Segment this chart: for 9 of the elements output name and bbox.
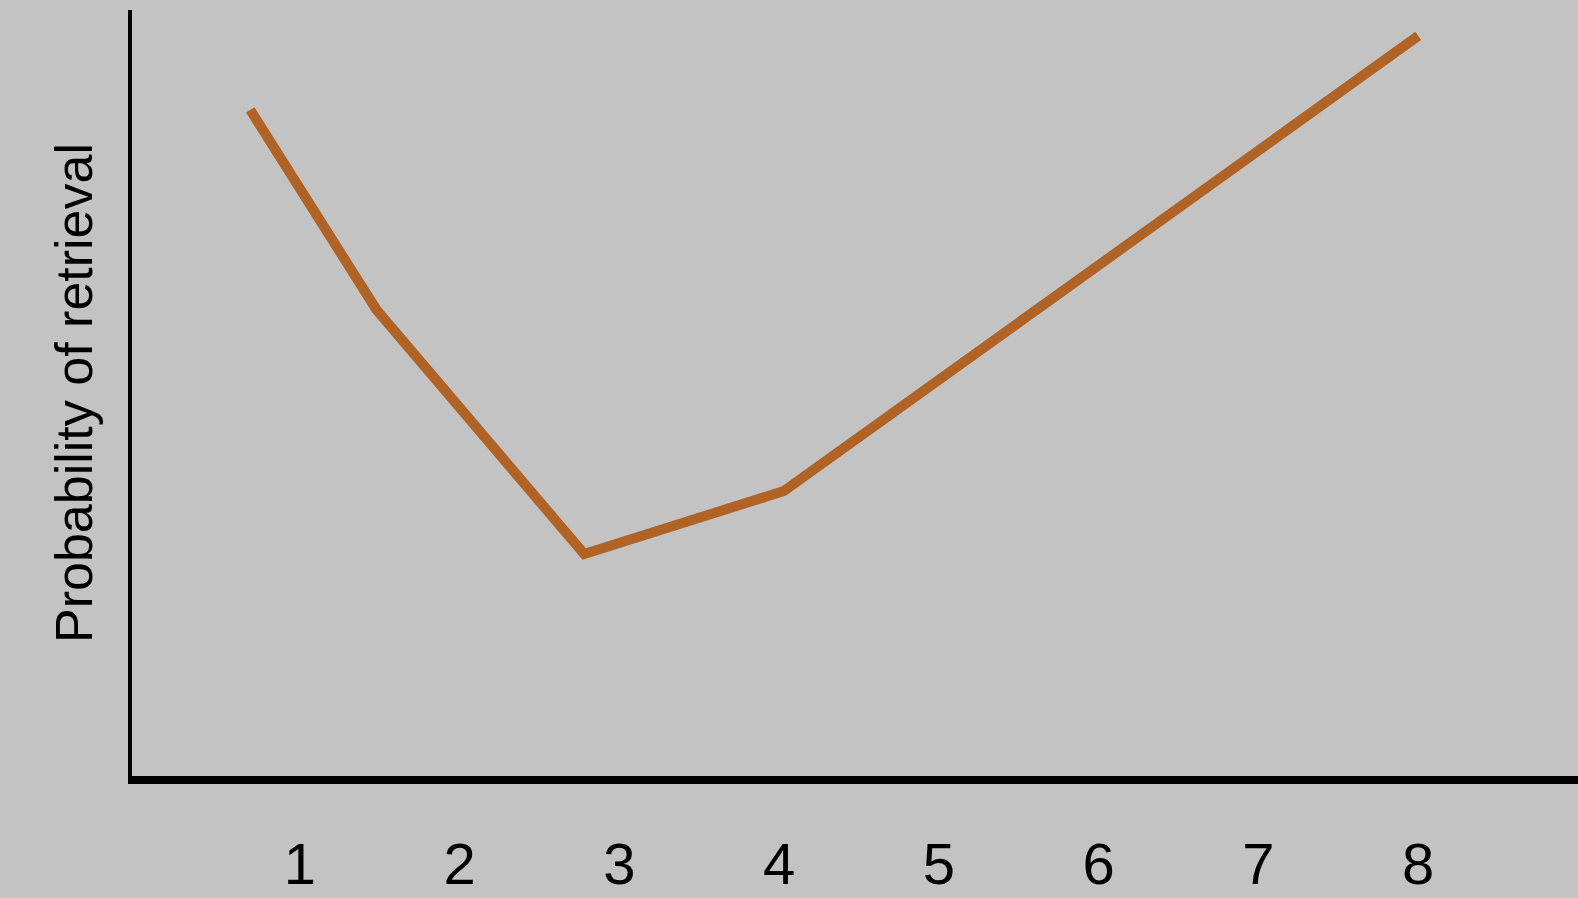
y-axis-title: Probability of retrieval (44, 143, 103, 643)
x-tick-label: 3 (603, 830, 636, 896)
x-tick-label: 1 (283, 830, 316, 896)
x-tick-label: 6 (1082, 830, 1115, 896)
x-tick-label: 5 (922, 830, 956, 896)
x-tick-label: 7 (1242, 830, 1275, 896)
x-tick-label: 4 (762, 830, 796, 896)
x-tick-label: 8 (1402, 830, 1435, 896)
x-tick-label: 2 (443, 830, 476, 896)
